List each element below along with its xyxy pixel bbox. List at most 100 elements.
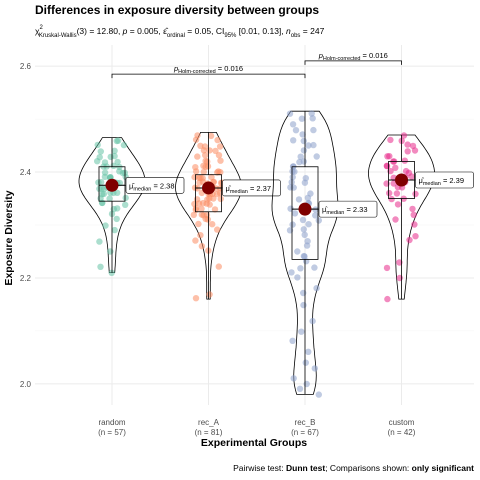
data-point	[289, 121, 297, 128]
chart-caption: Pairwise test: Dunn test; Comparisons sh…	[233, 463, 474, 473]
data-point	[288, 269, 295, 276]
data-point	[311, 264, 318, 271]
data-point	[191, 200, 198, 208]
chart-subtitle: χ2 Kruskal-Wallis(3) = 12.80, p = 0.005, …	[35, 25, 325, 39]
data-point	[101, 159, 109, 166]
data-point	[400, 132, 408, 139]
data-point	[286, 227, 294, 234]
data-point	[312, 212, 319, 219]
data-point	[199, 199, 207, 207]
data-point	[299, 216, 307, 224]
data-point	[100, 190, 108, 198]
data-point	[412, 190, 419, 198]
data-point	[300, 137, 307, 145]
median-point	[298, 202, 312, 216]
data-point	[392, 164, 399, 171]
data-point	[304, 238, 311, 245]
data-point	[291, 210, 299, 217]
data-point	[309, 317, 316, 325]
data-point	[110, 205, 118, 213]
data-point	[298, 115, 306, 122]
data-point	[113, 137, 121, 145]
y-tick-labels: 2.0 2.2 2.4 2.6	[20, 62, 32, 389]
median-label: μ̂median = 2.39	[419, 176, 465, 187]
x-tick-labels: random(n = 57) rec_A(n = 81) rec_B(n = 67)…	[98, 418, 416, 437]
bracket-label: pHolm-corrected = 0.016	[318, 51, 388, 62]
data-point	[206, 291, 213, 298]
violin-group-rec_A: μ̂median = 2.37	[175, 132, 281, 302]
data-point	[298, 328, 305, 335]
violin-group-custom: μ̂median = 2.39	[368, 132, 474, 303]
data-point	[409, 205, 416, 213]
data-point	[404, 148, 411, 155]
bracket-line	[111, 73, 306, 79]
data-point	[122, 201, 129, 208]
data-point	[214, 226, 221, 233]
caption-shown: only significant	[412, 463, 475, 473]
violin-group-rec_B: μ̂median = 2.33	[271, 110, 378, 398]
y-tick-label: 2.2	[20, 274, 32, 283]
data-point	[384, 295, 391, 303]
data-point	[396, 259, 403, 266]
median-label-box	[318, 200, 378, 218]
data-point	[194, 153, 201, 160]
data-point	[406, 236, 413, 244]
median-point	[395, 173, 408, 187]
subtitle-n-sub: obs	[291, 33, 301, 39]
data-point	[388, 195, 395, 203]
x-tick-n-label: (n = 67)	[291, 428, 319, 437]
chart-title: Differences in exposure diversity betwee…	[35, 3, 319, 17]
subtitle-ci-sub: 95%	[224, 33, 237, 39]
data-point	[96, 185, 103, 192]
data-point	[198, 211, 205, 218]
data-point	[192, 164, 199, 171]
data-point	[410, 211, 417, 218]
subtitle-stat: (3) = 12.80,	[77, 26, 123, 36]
data-point	[107, 153, 114, 161]
data-point	[409, 142, 417, 150]
data-point	[106, 195, 113, 202]
data-point	[302, 359, 309, 366]
caption-pre: Pairwise test:	[233, 463, 286, 473]
data-point	[294, 248, 301, 255]
data-point	[386, 189, 393, 197]
median-label-box	[222, 179, 281, 197]
data-point	[97, 148, 105, 155]
x-tick-n-label: (n = 57)	[98, 428, 126, 437]
median-label-box	[125, 176, 185, 194]
data-point	[194, 132, 201, 139]
y-tick-label: 2.0	[20, 380, 32, 389]
data-point	[394, 201, 402, 208]
data-point	[404, 141, 411, 148]
data-point	[96, 238, 103, 245]
violin-outline	[368, 134, 435, 300]
data-point	[313, 285, 320, 292]
data-point	[202, 152, 209, 159]
data-point	[392, 216, 399, 223]
data-point	[300, 226, 307, 233]
y-axis-title: Exposure Diversity	[3, 190, 15, 285]
subtitle-p-value: = 0.005,	[127, 26, 163, 36]
data-point	[195, 220, 202, 228]
data-point	[211, 206, 219, 213]
x-tick-n-label: (n = 81)	[195, 428, 223, 437]
violins: μ̂median = 2.38 μ̂median = 2.37 μ̂median =…	[78, 110, 474, 398]
subtitle-n-value: = 247	[300, 26, 324, 36]
data-point	[190, 211, 197, 219]
data-point	[113, 215, 120, 223]
median-label: μ̂median = 2.38	[129, 181, 175, 192]
data-point	[192, 295, 200, 302]
data-point	[214, 136, 221, 144]
data-point	[207, 132, 215, 140]
data-point	[200, 168, 207, 176]
median-point	[202, 181, 215, 195]
data-point	[300, 147, 308, 154]
bracket-line	[304, 60, 402, 65]
data-point	[204, 196, 211, 203]
data-point	[208, 173, 215, 181]
x-tick-label: custom	[389, 418, 415, 427]
data-point	[96, 154, 103, 161]
data-point	[97, 263, 104, 270]
data-point	[215, 263, 222, 270]
